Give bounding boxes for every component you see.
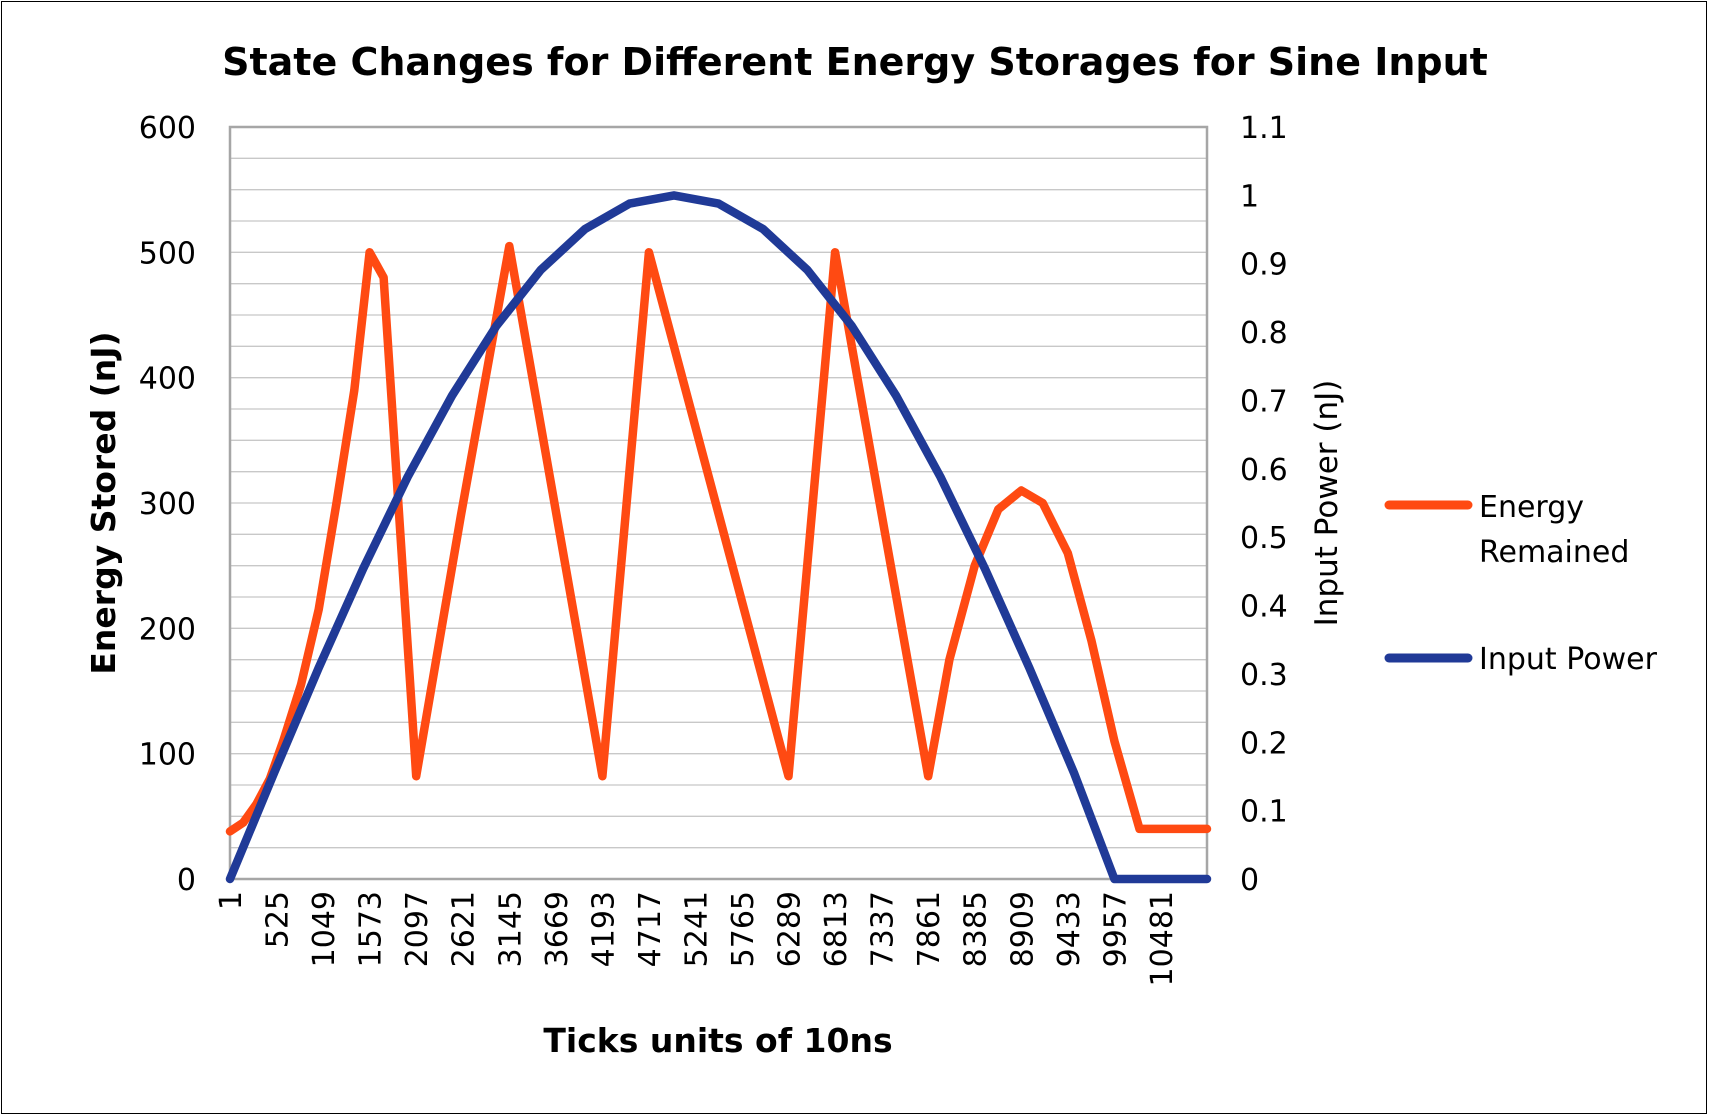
x-tick-label: 4717 [633,891,668,967]
series-layer [225,191,1212,884]
y2-tick-label: 0.6 [1240,453,1288,488]
y2-tick-label: 1 [1240,179,1259,214]
x-tick-label: 7861 [912,891,947,967]
x-tick-label: 9433 [1052,891,1087,967]
y-tick-label: 400 [139,362,196,397]
left-y-ticks: 0 100 200 300 400 500 600 [139,111,196,898]
y-axis-title: Energy Stored (nJ) [84,331,123,674]
y2-tick-label: 0.1 [1240,795,1288,830]
x-tick-label: 7337 [866,891,901,967]
chart-title: State Changes for Different Energy Stora… [222,40,1488,84]
legend-label-input-power: Input Power [1479,642,1658,677]
x-tick-label: 1 [214,891,249,910]
x-tick-label: 8385 [959,891,994,967]
series-line-input-power [225,191,1212,884]
x-tick-label: 3145 [493,891,528,967]
x-tick-label: 3669 [540,891,575,967]
x-tick-label: 525 [261,891,296,948]
x-tick-label: 6289 [773,891,808,967]
x-tick-label: 8909 [1005,891,1040,967]
y-tick-label: 100 [139,738,196,773]
legend: Energy Remained Input Power [1384,490,1658,677]
y-tick-label: 200 [139,612,196,647]
x-tick-label: 1049 [307,891,342,967]
x-tick-label: 2097 [400,891,435,967]
plot-area-border [228,125,1209,881]
x-tick-label: 5765 [726,891,761,967]
y2-tick-label: 0 [1240,863,1259,898]
legend-label-energy-remained: Energy [1479,490,1584,525]
right-y-ticks: 0 0.1 0.2 0.3 0.4 0.5 0.6 0.7 0.8 0.9 1 1.1 [1240,111,1288,898]
y2-tick-label: 1.1 [1240,111,1288,146]
y2-tick-label: 0.9 [1240,248,1288,283]
y2-axis-title: Input Power (nJ) [1309,380,1345,627]
y-tick-label: 0 [177,863,196,898]
x-tick-label: 6813 [819,891,854,967]
y2-tick-label: 0.2 [1240,726,1288,761]
y2-tick-label: 0.7 [1240,384,1288,419]
x-tick-label: 4193 [586,891,621,967]
x-axis-title: Ticks units of 10ns [543,1021,892,1060]
y-tick-label: 600 [139,111,196,146]
y2-tick-label: 0.3 [1240,658,1288,693]
x-tick-label: 10481 [1145,891,1180,986]
y2-tick-label: 0.5 [1240,521,1288,556]
x-tick-label: 5241 [679,891,714,967]
x-tick-label: 1573 [354,891,389,967]
x-tick-label: 2621 [447,891,482,967]
y-tick-label: 500 [139,236,196,271]
y-tick-label: 300 [139,487,196,522]
legend-label-energy-remained-line2: Remained [1479,535,1629,570]
x-tick-label: 9957 [1098,891,1133,967]
y2-tick-label: 0.4 [1240,590,1288,625]
y2-tick-label: 0.8 [1240,316,1288,351]
series-line-energy-remained [225,241,1212,836]
x-ticks: 1 525 1049 1573 2097 2621 3145 3669 4193 4717 5241… [214,891,1180,986]
